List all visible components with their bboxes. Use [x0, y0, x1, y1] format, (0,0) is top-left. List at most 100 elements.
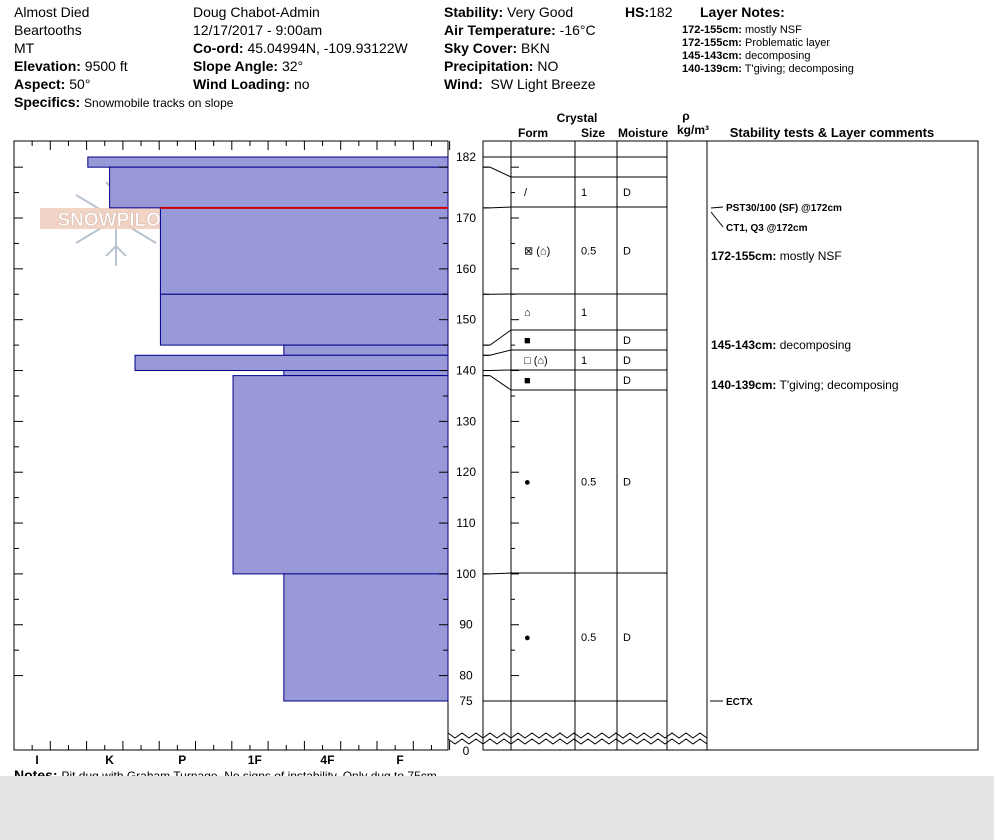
- layer-connector: [483, 572, 512, 575]
- crystal-size: 1: [581, 355, 587, 367]
- stability-label: Stability:: [444, 4, 504, 20]
- comments-header: Stability tests & Layer comments: [730, 125, 934, 140]
- layer-connector: [483, 375, 512, 391]
- stability-tests: PST30/100 (SF) @172cm CT1, Q3 @172cm ECTX: [710, 203, 842, 708]
- hardness-tick-label: 1F: [248, 753, 262, 767]
- crystal-form: ■: [524, 335, 531, 347]
- layer-comment: 140-139cm: T'giving; decomposing: [711, 378, 899, 392]
- layer-note-4: 140-139cm: T'giving; decomposing: [682, 63, 854, 76]
- crystal-size: 1: [581, 307, 587, 319]
- aspect: Aspect: 50°: [14, 76, 90, 92]
- layer-notes-title: Layer Notes:: [700, 4, 785, 20]
- layer-comment: 172-155cm: mostly NSF: [711, 249, 842, 263]
- moisture-value: D: [623, 477, 631, 489]
- top-ticks: [31, 141, 451, 150]
- wind: Wind: SW Light Breeze: [444, 76, 596, 92]
- slope-label: Slope Angle:: [193, 58, 279, 74]
- height-tick-label: 130: [456, 414, 476, 428]
- specifics-value: Snowmobile tracks on slope: [84, 96, 234, 110]
- crystal-size: 1: [581, 187, 587, 199]
- profile-layer-bar: [159, 207, 449, 295]
- air-temp-label: Air Temperature:: [444, 22, 556, 38]
- crystal-header: Crystal: [557, 111, 598, 125]
- date-time: 12/17/2017 - 9:00am: [193, 22, 323, 38]
- crystal-form: □ (⌂): [524, 355, 548, 367]
- crystal-form: ⊠ (⌂): [524, 246, 550, 258]
- slope-angle: Slope Angle: 32°: [193, 58, 303, 74]
- wind-value: SW Light Breeze: [490, 76, 596, 92]
- stability: Stability: Very Good: [444, 4, 573, 20]
- moisture-value: D: [623, 246, 631, 258]
- layer-table-frame: [482, 140, 979, 751]
- layer-connector: [483, 369, 512, 372]
- crystal-size: 0.5: [581, 477, 596, 489]
- profile-layer-bar: [283, 370, 449, 377]
- crystal-size: 0.5: [581, 246, 596, 258]
- wind-label: Wind:: [444, 76, 483, 92]
- layer-comments: 172-155cm: mostly NSF 145-143cm: decompos…: [711, 249, 899, 392]
- height-tick-label: 0: [463, 744, 470, 758]
- height-axis: 182 170 160 150 140 130 120 110 100 90 80 75 0: [456, 150, 476, 758]
- form-header: Form: [518, 126, 548, 140]
- aspect-value: 50°: [69, 76, 91, 92]
- layer-note-range: 172-155cm:: [682, 24, 742, 36]
- hardness-axis: I K P 1F 4F F: [31, 741, 451, 767]
- logo-text: SNOWPILOT: [57, 210, 172, 231]
- profile-layer-bar: [87, 156, 449, 168]
- aspect-label: Aspect:: [14, 76, 66, 92]
- layer-note-text: decomposing: [745, 50, 811, 62]
- height-tick-label: 160: [456, 262, 476, 276]
- profile-layer-bar: [109, 166, 449, 209]
- profile-layer-bar: [134, 354, 449, 372]
- crystal-form: /: [524, 187, 528, 199]
- layer-note-range: 145-143cm:: [682, 50, 742, 62]
- hardness-tick-label: F: [396, 753, 403, 767]
- layer-comment: 145-143cm: decomposing: [711, 338, 851, 352]
- crystal-form: ●: [524, 632, 531, 644]
- layer-table-grid: [483, 141, 708, 750]
- footer-area: [0, 776, 994, 840]
- height-tick-label: 170: [456, 211, 476, 225]
- height-tick-label: 120: [456, 465, 476, 479]
- elevation-value: 9500 ft: [84, 58, 128, 74]
- coord-value: 45.04994N, -109.93122W: [247, 40, 408, 56]
- scale-break: [447, 732, 708, 745]
- state-name: MT: [14, 40, 35, 56]
- profile-layer-bar: [159, 293, 449, 346]
- snow-profile-chart: Crystal Form Size Moisture ρ kg/m³ Stabi…: [13, 109, 979, 767]
- test-pointer: [710, 206, 724, 209]
- layer-table-cells: / 1 D ⊠ (⌂) 0.5 D ⌂ 1 ■ D □ (⌂) 1 D ■ D ● 0.5 D ● 0.5 D: [524, 187, 631, 644]
- height-tick-label: 150: [456, 313, 476, 327]
- location-name: Almost Died: [14, 4, 90, 20]
- wind-loading: Wind Loading: no: [193, 76, 310, 92]
- precipitation: Precipitation: NO: [444, 58, 558, 74]
- layer-connector: [483, 349, 512, 356]
- layer-note-2: 172-155cm: Problematic layer: [682, 37, 830, 50]
- hs: HS:182: [625, 4, 672, 20]
- hardness-tick-label: I: [35, 753, 38, 767]
- hardness-profile: [87, 156, 449, 702]
- stability-test-label: CT1, Q3 @172cm: [726, 223, 808, 234]
- stability-test-label: PST30/100 (SF) @172cm: [726, 203, 842, 214]
- density-unit-header: kg/m³: [677, 123, 709, 137]
- specifics: Specifics: Snowmobile tracks on slope: [14, 94, 233, 111]
- size-header: Size: [581, 126, 605, 140]
- test-pointer: [710, 211, 724, 228]
- rho-header: ρ: [682, 109, 689, 123]
- profile-layer-bar: [283, 344, 449, 356]
- elevation: Elevation: 9500 ft: [14, 58, 128, 74]
- crystal-form: ■: [524, 375, 531, 387]
- stability-value: Very Good: [507, 4, 574, 20]
- height-tick-label: 75: [459, 694, 473, 708]
- moisture-value: D: [623, 355, 631, 367]
- air-temp-value: -16°C: [559, 22, 596, 38]
- layer-note-range: 172-155cm:: [682, 37, 742, 49]
- layer-note-text: T'giving; decomposing: [744, 63, 854, 75]
- moisture-header: Moisture: [618, 126, 668, 140]
- sky-label: Sky Cover:: [444, 40, 518, 56]
- layer-connector: [483, 166, 512, 178]
- hardness-tick-label: 4F: [320, 753, 334, 767]
- side-ticks: [14, 166, 448, 677]
- hardness-tick-label: K: [105, 753, 114, 767]
- hardness-tick-label: P: [178, 753, 186, 767]
